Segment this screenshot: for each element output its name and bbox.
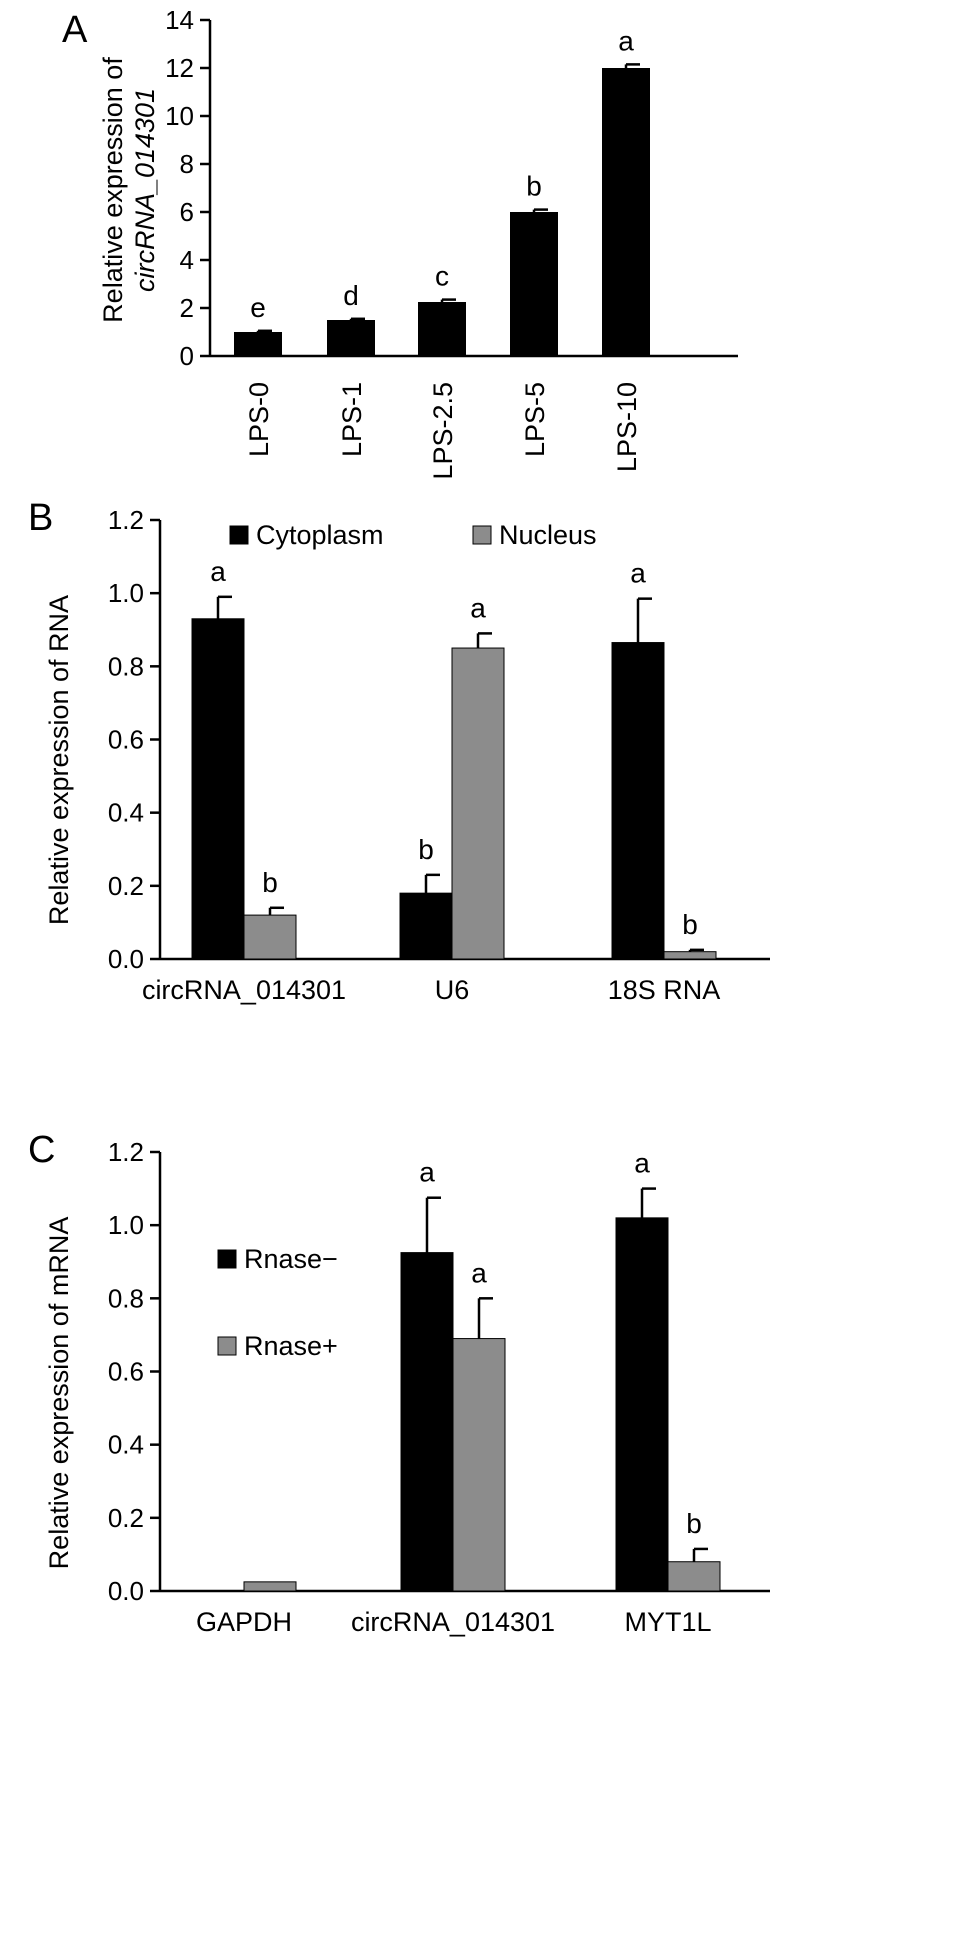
bar-u6-nucleus xyxy=(451,647,505,960)
bar-lps-1 xyxy=(327,320,375,356)
category-label-gapdh: GAPDH xyxy=(196,1607,292,1637)
bar-lps-5 xyxy=(510,212,558,356)
bar-myt1l-rnase xyxy=(615,1217,669,1592)
significance-label-18s-rna-nucleus: b xyxy=(682,909,698,940)
legend-swatch-nucleus xyxy=(472,525,492,545)
legend-swatch-rnase-minus xyxy=(217,1249,237,1269)
significance-label-circrna-014301-rnase: a xyxy=(471,1257,487,1288)
significance-label-lps-0: e xyxy=(250,292,266,323)
category-label-lps-2-5: LPS-2.5 xyxy=(428,382,458,480)
panel-b-legend: Cytoplasm Nucleus xyxy=(229,520,597,550)
panel-a-plot: 0 2 4 6 8 10 12 14 e LPS-0 d LPS-1 c LPS-2.5 b LPS-5 a LP… xyxy=(165,5,738,480)
panel-c-ytick-label: 0.2 xyxy=(108,1503,144,1533)
bar-lps-10 xyxy=(602,68,650,356)
panel-c-ytick-label: 1.2 xyxy=(108,1137,144,1167)
panel-b-letter: B xyxy=(28,497,53,539)
bar-circrna-014301-rnase xyxy=(452,1338,506,1592)
significance-label-myt1l-rnase: b xyxy=(686,1508,702,1539)
bar-gapdh-rnase xyxy=(243,1581,297,1592)
bar-lps-2-5 xyxy=(418,302,466,356)
significance-label-circrna-014301-cytoplasm: a xyxy=(210,556,226,587)
panel-a-ytick-label: 6 xyxy=(180,197,194,227)
panel-c: C Relative expression of mRNA 0.00.20.40… xyxy=(28,1129,770,1637)
panel-c-ylabel: Relative expression of mRNA xyxy=(44,1217,74,1570)
panel-b-ytick-label: 1.2 xyxy=(108,505,144,535)
panel-a-ytick-label: 8 xyxy=(180,149,194,179)
legend-label-nucleus: Nucleus xyxy=(499,520,597,550)
panel-a-ytick-label: 4 xyxy=(180,245,194,275)
panel-c-ytick-label: 0.0 xyxy=(108,1576,144,1606)
panel-c-ytick-label: 1.0 xyxy=(108,1210,144,1240)
legend-label-rnase-minus: Rnase− xyxy=(244,1244,338,1274)
panel-a-ytick-label: 14 xyxy=(165,5,194,35)
significance-label-18s-rna-cytoplasm: a xyxy=(630,558,646,589)
panel-a-ylabel: Relative expression of circRNA_014301 xyxy=(98,57,160,323)
legend-label-rnase-plus: Rnase+ xyxy=(244,1331,338,1361)
legend-label-cytoplasm: Cytoplasm xyxy=(256,520,384,550)
panel-b-ytick-label: 0.4 xyxy=(108,798,144,828)
panel-b: B Relative expression of RNA 0.00.20.40.… xyxy=(28,497,770,1005)
bar-circrna-014301-cytoplasm xyxy=(191,618,245,960)
panel-a-ytick-label: 0 xyxy=(180,341,194,371)
significance-label-u6-nucleus: a xyxy=(470,592,486,623)
significance-label-circrna-014301-nucleus: b xyxy=(262,867,278,898)
category-label-lps-10: LPS-10 xyxy=(612,382,642,472)
panel-a-ytick-label: 10 xyxy=(165,101,194,131)
panel-a-ytick-label: 12 xyxy=(165,53,194,83)
panel-b-ytick-label: 0.8 xyxy=(108,651,144,681)
category-label-lps-1: LPS-1 xyxy=(337,382,367,457)
panel-b-ylabel: Relative expression of RNA xyxy=(44,595,74,925)
panel-a-letter: A xyxy=(62,9,88,51)
panel-a-ylabel-line2: circRNA_014301 xyxy=(130,88,160,292)
panel-b-ytick-label: 0.2 xyxy=(108,871,144,901)
significance-label-lps-5: b xyxy=(526,171,542,202)
significance-label-lps-2-5: c xyxy=(435,261,449,292)
panel-c-letter: C xyxy=(28,1129,55,1171)
bar-circrna-014301-nucleus xyxy=(243,914,297,960)
panel-b-plot: 0.0 0.2 0.4 0.6 0.8 1.0 1.2 a b circRNA_014301 b a U… xyxy=(108,505,770,1005)
significance-label-lps-10: a xyxy=(618,25,634,56)
panel-c-ytick-label: 0.6 xyxy=(108,1357,144,1387)
bar-18s-rna-cytoplasm xyxy=(611,642,665,960)
category-label-circrna-014301: circRNA_014301 xyxy=(142,975,346,1005)
category-label-u6: U6 xyxy=(435,975,470,1005)
bar-lps-0 xyxy=(234,332,282,356)
panel-c-plot: 0.0 0.2 0.4 0.6 0.8 1.0 1.2 GAPDH a a circRNA_0143… xyxy=(108,1137,770,1637)
category-label-lps-5: LPS-5 xyxy=(520,382,550,457)
panel-c-ytick-label: 0.8 xyxy=(108,1283,144,1313)
category-label-myt1l: MYT1L xyxy=(624,1607,711,1637)
panel-a-ylabel-line1: Relative expression of xyxy=(98,57,128,323)
panel-b-ytick-label: 0.0 xyxy=(108,944,144,974)
panel-b-ytick-label: 1.0 xyxy=(108,578,144,608)
significance-label-circrna-014301-rnase: a xyxy=(419,1157,435,1188)
legend-swatch-rnase-plus xyxy=(217,1336,237,1356)
bar-circrna-014301-rnase xyxy=(400,1252,454,1592)
bar-u6-cytoplasm xyxy=(399,892,453,960)
panel-a-ytick-label: 2 xyxy=(180,293,194,323)
bar-18s-rna-nucleus xyxy=(663,951,717,960)
significance-label-u6-cytoplasm: b xyxy=(418,834,434,865)
bar-myt1l-rnase xyxy=(667,1561,721,1592)
significance-label-myt1l-rnase: a xyxy=(634,1148,650,1179)
category-label-18s-rna: 18S RNA xyxy=(608,975,721,1005)
legend-swatch-cytoplasm xyxy=(229,525,249,545)
panel-c-ytick-label: 0.4 xyxy=(108,1430,144,1460)
panel-b-ytick-label: 0.6 xyxy=(108,725,144,755)
significance-label-lps-1: d xyxy=(343,280,359,311)
panel-a: A Relative expression of circRNA_014301 … xyxy=(62,5,738,480)
category-label-circrna-014301: circRNA_014301 xyxy=(351,1607,555,1637)
panel-c-legend: Rnase− Rnase+ xyxy=(217,1244,338,1361)
category-label-lps-0: LPS-0 xyxy=(244,382,274,457)
